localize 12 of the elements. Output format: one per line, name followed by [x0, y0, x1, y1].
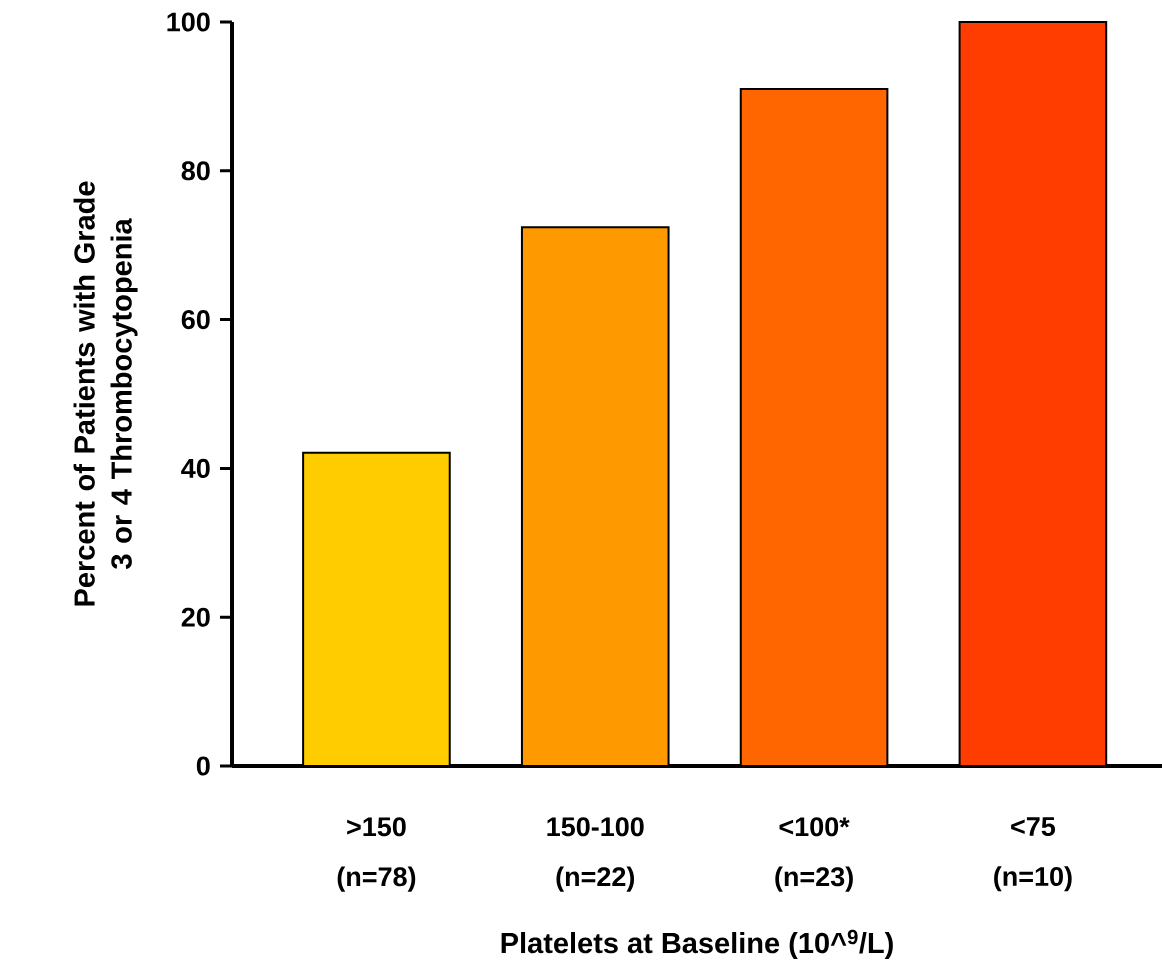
y-tick-label: 20	[181, 607, 210, 627]
x-tick-label: >150 (n=78)	[337, 817, 416, 892]
y-tick-label: 60	[181, 310, 210, 330]
y-tick-label: 40	[181, 458, 210, 478]
x-tick-label: 150-100 (n=22)	[547, 817, 644, 892]
y-tick-label: 80	[181, 161, 210, 181]
y-axis-title: Percent of Patients with Grade 3 or 4 Thrombocytopenia	[73, 181, 138, 606]
y-tick-label: 100	[167, 12, 210, 32]
x-tick-label: <100* (n=23)	[775, 817, 853, 892]
y-tick-label: 0	[196, 756, 210, 776]
x-axis-title: Platelets at Baseline (10^$^{9}$/L)	[501, 929, 893, 960]
x-tick-label: <75 (n=10)	[994, 817, 1072, 892]
